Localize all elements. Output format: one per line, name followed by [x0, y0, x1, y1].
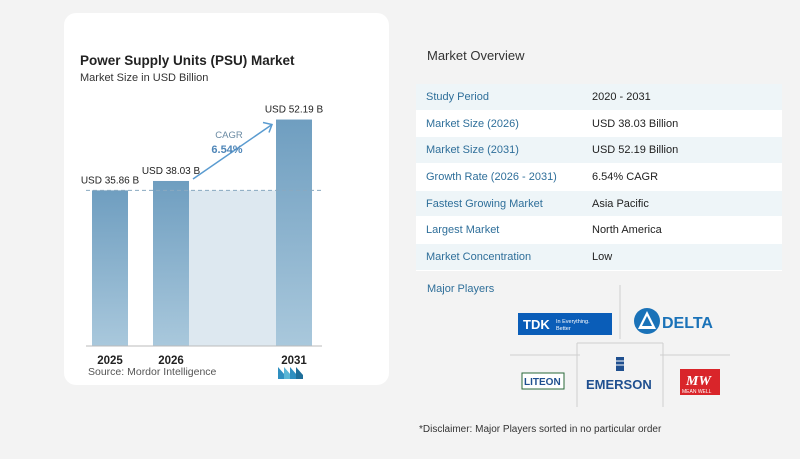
overview-row-label: Market Size (2026) — [426, 117, 519, 130]
overview-row: Fastest Growing Market Asia Pacific — [416, 190, 782, 218]
bar-2025 — [92, 190, 128, 346]
cagr-arrow-line — [192, 123, 273, 180]
chart-title: Power Supply Units (PSU) Market — [80, 53, 295, 68]
overview-row-value: 2020 - 2031 — [592, 90, 651, 103]
svg-text:TDK: TDK — [523, 317, 550, 332]
svg-text:In Everything.: In Everything. — [556, 319, 590, 325]
overview-row-value: 6.54% CAGR — [592, 170, 659, 183]
svg-text:Better: Better — [556, 326, 571, 332]
overview-row-value: Asia Pacific — [592, 197, 649, 210]
bar-2026 — [153, 180, 189, 346]
bar-2031 — [276, 119, 312, 346]
players-title: Major Players — [427, 283, 495, 295]
svg-text:EMERSON: EMERSON — [586, 377, 652, 392]
growth-shade — [189, 190, 276, 346]
overview-row-value: Low — [592, 250, 613, 263]
liteon-logo: LITEON — [521, 372, 565, 390]
overview-row-label: Largest Market — [426, 224, 500, 237]
cagr-arrow-head — [262, 121, 274, 133]
delta-logo: DELTA — [634, 308, 713, 334]
svg-text:MW: MW — [685, 374, 712, 389]
major-players-logos: TDK In Everything. Better DELTA LITEON E… — [510, 285, 730, 407]
svg-text:DELTA: DELTA — [662, 315, 713, 332]
source-text: Source: Mordor Intelligence — [88, 366, 217, 378]
overview-title: Market Overview — [427, 48, 525, 63]
overview-row: Growth Rate (2026 - 2031) 6.54% CAGR — [416, 164, 782, 191]
overview-row-label: Market Concentration — [426, 250, 532, 263]
tdk-logo: TDK In Everything. Better — [518, 313, 612, 335]
chart-subtitle: Market Size in USD Billion — [80, 72, 209, 84]
overview-row: Market Size (2026) USD 38.03 Billion — [416, 110, 782, 138]
x-tick-label: 2025 — [97, 355, 123, 367]
disclaimer: *Disclaimer: Major Players sorted in no … — [419, 424, 662, 435]
meanwell-logo: MW MEAN WELL — [680, 369, 720, 395]
bar-chart: USD 35.86 B 2025 USD 38.03 B 2026 USD 52.19 … — [81, 105, 324, 367]
overview-table: Study Period 2020 - 2031 Market Size (2026… — [416, 84, 782, 271]
bar-value-label: USD 35.86 B — [81, 175, 140, 186]
bar-value-label: USD 38.03 B — [142, 166, 201, 177]
overview-row-label: Study Period — [426, 90, 489, 103]
chart-card: Power Supply Units (PSU) Market Market S… — [64, 13, 389, 385]
cagr-value: 6.54% — [211, 144, 242, 156]
overview-row: Largest Market North America — [416, 217, 782, 245]
x-tick-label: 2031 — [281, 355, 307, 367]
overview-row: Market Concentration Low — [416, 244, 782, 271]
bar-value-label: USD 52.19 B — [265, 105, 324, 116]
overview-row-label: Fastest Growing Market — [426, 197, 543, 210]
overview-row: Market Size (2031) USD 52.19 Billion — [416, 137, 782, 165]
overview-row: Study Period 2020 - 2031 — [416, 84, 782, 111]
svg-text:LITEON: LITEON — [524, 377, 561, 388]
x-tick-label: 2026 — [158, 355, 184, 367]
svg-text:MEAN WELL: MEAN WELL — [682, 389, 712, 395]
overview-row-label: Growth Rate (2026 - 2031) — [426, 170, 557, 183]
overview-row-value: USD 38.03 Billion — [592, 117, 679, 130]
overview-row-value: USD 52.19 Billion — [592, 144, 679, 157]
cagr-label: CAGR — [215, 130, 243, 141]
overview-row-label: Market Size (2031) — [426, 144, 519, 157]
emerson-logo: EMERSON — [586, 357, 652, 392]
mordor-logo-icon — [278, 367, 303, 379]
overview-row-value: North America — [592, 224, 662, 237]
